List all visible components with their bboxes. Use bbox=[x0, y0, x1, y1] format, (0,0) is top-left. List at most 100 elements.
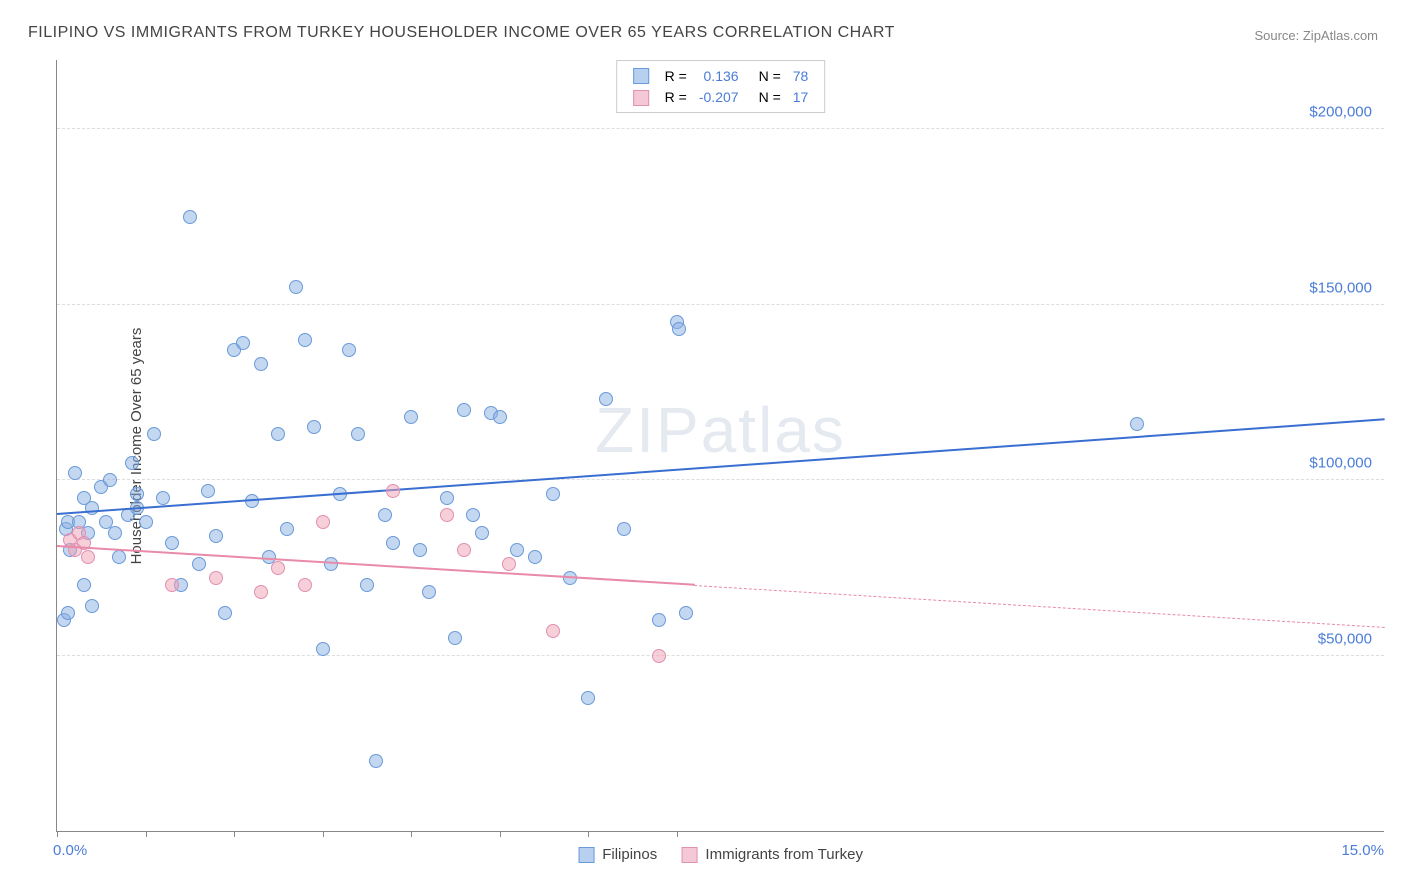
data-point bbox=[457, 403, 471, 417]
data-point bbox=[254, 585, 268, 599]
chart-title: FILIPINO VS IMMIGRANTS FROM TURKEY HOUSE… bbox=[28, 24, 895, 42]
data-point bbox=[236, 336, 250, 350]
data-point bbox=[1130, 417, 1144, 431]
data-point bbox=[679, 606, 693, 620]
data-point bbox=[440, 508, 454, 522]
legend-n-label: N = bbox=[745, 65, 787, 86]
data-point bbox=[139, 515, 153, 529]
legend-label: Filipinos bbox=[602, 846, 657, 863]
y-tick-label: $50,000 bbox=[1318, 630, 1372, 647]
x-tick bbox=[146, 831, 147, 837]
legend-r-label: R = bbox=[659, 65, 693, 86]
legend-n-value: 78 bbox=[787, 65, 815, 86]
gridline bbox=[57, 479, 1384, 480]
chart-plot-area: ZIPatlas R =0.136N =78R =-0.207N =17 Fil… bbox=[56, 60, 1384, 832]
data-point bbox=[378, 508, 392, 522]
data-point bbox=[404, 410, 418, 424]
data-point bbox=[201, 484, 215, 498]
gridline bbox=[57, 304, 1384, 305]
data-point bbox=[209, 529, 223, 543]
data-point bbox=[130, 487, 144, 501]
data-point bbox=[360, 578, 374, 592]
data-point bbox=[546, 624, 560, 638]
x-tick bbox=[677, 831, 678, 837]
data-point bbox=[652, 649, 666, 663]
x-tick bbox=[323, 831, 324, 837]
data-point bbox=[351, 427, 365, 441]
data-point bbox=[85, 501, 99, 515]
data-point bbox=[108, 526, 122, 540]
x-tick bbox=[234, 831, 235, 837]
data-point bbox=[617, 522, 631, 536]
y-tick-label: $100,000 bbox=[1309, 455, 1372, 472]
data-point bbox=[493, 410, 507, 424]
legend-item: Immigrants from Turkey bbox=[681, 846, 863, 863]
data-point bbox=[125, 456, 139, 470]
x-tick bbox=[57, 831, 58, 837]
regression-line bbox=[57, 418, 1385, 515]
data-point bbox=[369, 754, 383, 768]
correlation-legend: R =0.136N =78 R =-0.207N =17 bbox=[616, 60, 826, 113]
y-tick-label: $200,000 bbox=[1309, 104, 1372, 121]
legend-item: Filipinos bbox=[578, 846, 657, 863]
data-point bbox=[440, 491, 454, 505]
legend-r-value: -0.207 bbox=[693, 86, 745, 107]
legend-n-label: N = bbox=[745, 86, 787, 107]
data-point bbox=[422, 585, 436, 599]
series-legend: Filipinos Immigrants from Turkey bbox=[566, 846, 875, 863]
legend-swatch bbox=[681, 847, 697, 863]
regression-line bbox=[694, 585, 1385, 628]
data-point bbox=[316, 642, 330, 656]
data-point bbox=[581, 691, 595, 705]
data-point bbox=[156, 491, 170, 505]
data-point bbox=[502, 557, 516, 571]
data-point bbox=[510, 543, 524, 557]
data-point bbox=[218, 606, 232, 620]
data-point bbox=[271, 561, 285, 575]
data-point bbox=[147, 427, 161, 441]
data-point bbox=[475, 526, 489, 540]
legend-swatch bbox=[633, 90, 649, 106]
data-point bbox=[165, 536, 179, 550]
data-point bbox=[316, 515, 330, 529]
data-point bbox=[298, 578, 312, 592]
y-tick-label: $150,000 bbox=[1309, 279, 1372, 296]
data-point bbox=[112, 550, 126, 564]
data-point bbox=[68, 466, 82, 480]
data-point bbox=[289, 280, 303, 294]
legend-label: Immigrants from Turkey bbox=[705, 846, 863, 863]
data-point bbox=[546, 487, 560, 501]
x-axis-max-label: 15.0% bbox=[1341, 842, 1384, 859]
x-tick bbox=[588, 831, 589, 837]
data-point bbox=[165, 578, 179, 592]
data-point bbox=[599, 392, 613, 406]
data-point bbox=[85, 599, 99, 613]
data-point bbox=[528, 550, 542, 564]
data-point bbox=[209, 571, 223, 585]
legend-swatch bbox=[633, 68, 649, 84]
legend-r-value: 0.136 bbox=[693, 65, 745, 86]
data-point bbox=[324, 557, 338, 571]
data-point bbox=[342, 343, 356, 357]
data-point bbox=[183, 210, 197, 224]
data-point bbox=[192, 557, 206, 571]
data-point bbox=[307, 420, 321, 434]
legend-swatch bbox=[578, 847, 594, 863]
data-point bbox=[77, 578, 91, 592]
source-label: Source: ZipAtlas.com bbox=[1254, 28, 1378, 43]
x-tick bbox=[500, 831, 501, 837]
data-point bbox=[271, 427, 285, 441]
x-axis-min-label: 0.0% bbox=[53, 842, 87, 859]
data-point bbox=[448, 631, 462, 645]
data-point bbox=[386, 536, 400, 550]
gridline bbox=[57, 655, 1384, 656]
data-point bbox=[672, 322, 686, 336]
data-point bbox=[298, 333, 312, 347]
data-point bbox=[254, 357, 268, 371]
legend-n-value: 17 bbox=[787, 86, 815, 107]
x-tick bbox=[411, 831, 412, 837]
data-point bbox=[457, 543, 471, 557]
watermark: ZIPatlas bbox=[595, 393, 846, 467]
data-point bbox=[103, 473, 117, 487]
legend-r-label: R = bbox=[659, 86, 693, 107]
